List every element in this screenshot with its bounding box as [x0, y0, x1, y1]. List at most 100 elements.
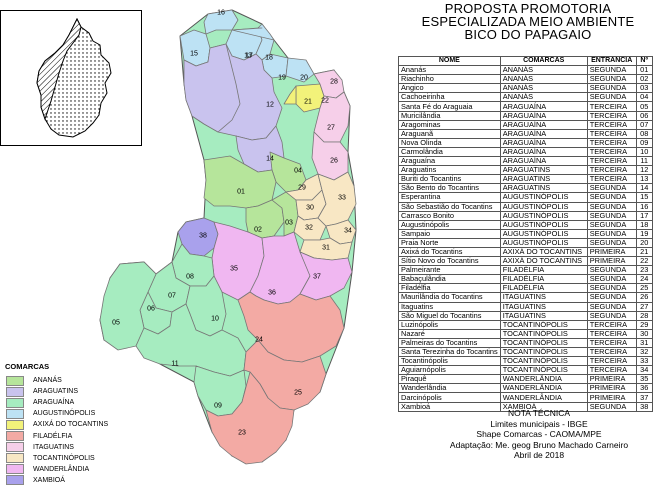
cell-comarca: TOCANTINÓPOLIS: [499, 337, 588, 349]
table-row: Palmeirante FILADÉLFIA SEGUNDA 23: [398, 265, 653, 276]
cell-comarca: WANDERLÂNDIA: [499, 383, 588, 394]
table-row: Babaçulândia FILADÉLFIA SEGUNDA 24: [398, 274, 653, 285]
legend-item: ARAGUATINS: [3, 386, 108, 397]
cell-nome: Araguanã: [398, 128, 501, 139]
cell-nome: Maurilândia do Tocantins: [398, 292, 501, 303]
bico-do-papagaio-region: [36, 17, 82, 121]
table-row: Araguanã ARAGUAÍNA TERCEIRA 08: [398, 128, 653, 139]
cell-number: 16: [635, 201, 653, 212]
table-row: Filadélfia FILADÉLFIA SEGUNDA 25: [398, 283, 653, 294]
table-row: Muricilândia ARAGUAÍNA TERCEIRA 06: [398, 110, 653, 121]
table-row: Axixá do Tocantins AXIXÁ DO TOCANTINS PRIM…: [398, 246, 653, 258]
legend-swatch: [6, 464, 24, 475]
cell-entrancia: TERCEIRA: [586, 328, 637, 339]
legend-label: ANANÁS: [33, 377, 62, 385]
cell-nome: Angico: [398, 83, 501, 94]
cell-nome: Praia Norte: [398, 237, 501, 248]
cell-comarca: AUGUSTINÓPOLIS: [499, 228, 588, 239]
cell-entrancia: PRIMEIRA: [586, 383, 637, 394]
municipality-number-label: 35: [230, 266, 238, 273]
table-row: São Bento do Tocantins ARAGUATINS SEGUNDA 1…: [398, 183, 653, 194]
municipality-number-label: 27: [327, 125, 335, 132]
municipality-number-label: 02: [254, 227, 262, 234]
cell-nome: Piraquê: [398, 374, 501, 385]
legend-item: WANDERLÂNDIA: [3, 464, 108, 475]
municipality-region: [231, 23, 275, 41]
state-locator-inset: [0, 10, 142, 146]
legend-label: WANDERLÂNDIA: [33, 465, 90, 473]
legend-label: AXIXÁ DO TOCANTINS: [33, 421, 109, 429]
municipalities-table: NOME COMARCAS ENTRANCIA Nº Ananás ANANÁS S…: [398, 55, 653, 412]
cell-nome: Riachinho: [398, 74, 501, 85]
municipality-number-label: 06: [147, 306, 155, 313]
cell-comarca: TOCANTINÓPOLIS: [499, 319, 588, 330]
cell-comarca: ARAGUAÍNA: [499, 119, 588, 130]
municipality-number-label: 33: [338, 195, 346, 202]
cell-entrancia: PRIMEIRA: [586, 256, 637, 267]
municipality-number-label: 13: [244, 53, 252, 60]
cell-number: 20: [635, 237, 653, 248]
cell-comarca: AXIXÁ DO TOCANTINS: [499, 256, 588, 267]
legend-swatch: [6, 419, 24, 430]
cell-nome: Ananás: [398, 65, 501, 76]
cell-number: 29: [635, 319, 653, 330]
municipality-number-label: 32: [305, 225, 313, 232]
legend-label: ARAGUAÍNA: [33, 399, 75, 407]
cell-nome: Esperantina: [398, 192, 501, 203]
cell-number: 03: [635, 83, 653, 94]
cell-number: 10: [635, 146, 653, 158]
table-row: Xambioá XAMBIOÁ SEGUNDA 38: [398, 401, 653, 412]
legend-item: AXIXÁ DO TOCANTINS: [3, 419, 108, 430]
cell-number: 33: [635, 356, 653, 367]
cell-comarca: TOCANTINÓPOLIS: [499, 356, 588, 367]
table-row: Aragominas ARAGUAÍNA TERCEIRA 07: [398, 119, 653, 130]
cell-number: 19: [635, 228, 653, 239]
cell-nome: Araguaína: [398, 156, 501, 167]
cell-comarca: FILADÉLFIA: [499, 274, 588, 285]
cell-entrancia: SEGUNDA: [586, 301, 637, 312]
municipality-region: [283, 85, 297, 105]
table-row: Piraquê WANDERLÂNDIA PRIMEIRA 35: [398, 374, 653, 385]
table-row: Ananás ANANÁS SEGUNDA 01: [398, 65, 653, 76]
cell-nome: Buriti do Tocantins: [398, 174, 501, 185]
cell-entrancia: SEGUNDA: [586, 310, 637, 321]
cell-entrancia: TERCEIRA: [586, 110, 637, 121]
cell-entrancia: TERCEIRA: [586, 356, 637, 367]
cell-entrancia: TERCEIRA: [586, 119, 637, 130]
cell-comarca: ITAGUATINS: [499, 310, 588, 321]
note-heading: NOTA TÉCNICA: [507, 408, 571, 418]
cell-nome: São Bento do Tocantins: [398, 183, 501, 194]
cell-number: 27: [635, 301, 653, 312]
legend-swatch: [6, 442, 24, 453]
table-row: Itaguatins ITAGUATINS SEGUNDA 27: [398, 301, 653, 312]
municipality-region: [203, 9, 239, 35]
municipality-number-label: 31: [322, 245, 330, 252]
cell-nome: Luzinópolis: [398, 319, 501, 330]
legend-item: XAMBIOÁ: [3, 475, 108, 486]
municipality-region: [205, 371, 295, 465]
municipality-number-label: 38: [199, 233, 207, 240]
cell-nome: Muricilândia: [398, 110, 501, 121]
cell-entrancia: TERCEIRA: [586, 101, 637, 112]
municipality-number-label: 21: [304, 99, 312, 106]
cell-nome: Aragominas: [398, 119, 501, 130]
cell-entrancia: SEGUNDA: [586, 201, 637, 212]
cell-entrancia: SEGUNDA: [586, 219, 637, 230]
municipality-number-label: 29: [298, 185, 306, 192]
tocantins-locator-map: [36, 17, 112, 138]
municipality-number-label: 26: [330, 158, 338, 165]
cell-number: 37: [635, 392, 653, 403]
cell-comarca: WANDERLÂNDIA: [499, 392, 588, 403]
municipality-number-label: 34: [344, 228, 352, 235]
cell-comarca: ITAGUATINS: [499, 301, 588, 312]
cell-comarca: TOCANTINÓPOLIS: [499, 346, 588, 358]
municipality-number-label: 12: [266, 102, 274, 109]
legend-item: ANANÁS: [3, 375, 108, 386]
table-row: Araguaína ARAGUAÍNA TERCEIRA 11: [398, 156, 653, 167]
municipality-number-label: 25: [294, 390, 302, 397]
table-row: Nova Olinda ARAGUAÍNA TERCEIRA 09: [398, 137, 653, 148]
cell-number: 07: [635, 119, 653, 130]
legend-item: AUGUSTINÓPOLIS: [3, 408, 108, 419]
cell-comarca: ARAGUAÍNA: [499, 146, 588, 158]
cell-comarca: ARAGUATINS: [499, 165, 588, 176]
